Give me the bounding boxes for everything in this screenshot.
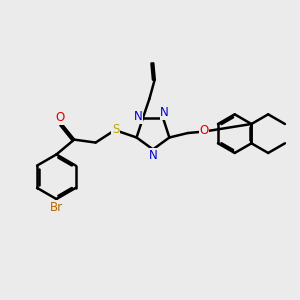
Text: O: O: [56, 111, 65, 124]
Text: O: O: [200, 124, 209, 137]
Text: N: N: [149, 149, 158, 162]
Text: S: S: [112, 123, 119, 136]
Text: N: N: [160, 106, 169, 119]
Text: N: N: [134, 110, 143, 123]
Text: Br: Br: [50, 201, 63, 214]
